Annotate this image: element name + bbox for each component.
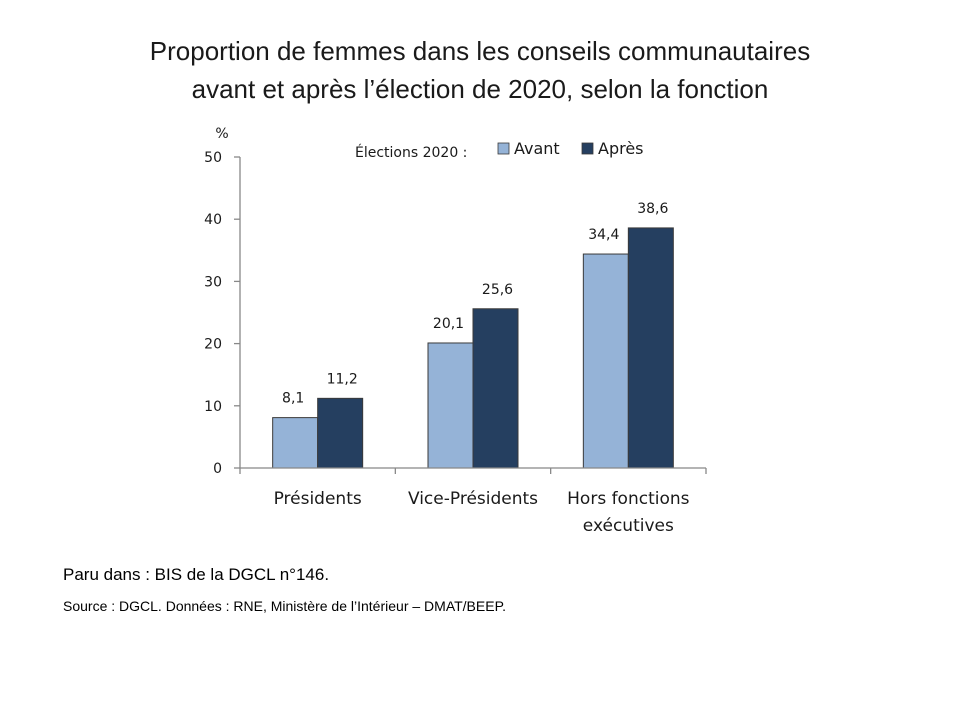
bar-après-2 [627,227,674,469]
y-axis-unit-label: % [215,126,228,142]
chart-title-line-2: avant et après l’élection de 2020, selon… [191,74,769,104]
published-in-note: Paru dans : BIS de la DGCL n°146. [63,565,330,584]
chart-title: Proportion de femmes dans les conseils c… [0,32,960,108]
legend-label-avant: Avant [514,139,560,158]
data-label-avant-0: 8,1 [282,391,304,407]
data-label-après-2: 38,6 [637,201,668,217]
data-label-après-1: 25,6 [482,282,513,298]
legend-swatch-avant [497,142,510,155]
x-category-label-0: Présidents [274,489,362,509]
legend-swatch-après [581,142,594,155]
x-category-label-2-line-0: Hors fonctions [567,489,690,509]
data-label-avant-1: 20,1 [433,316,464,332]
bar-chart: 8,1 20,1 34,4 11,2 25,6 38,6 0 10 20 30 40 50% Prési… [204,126,707,536]
bar-avant-2 [582,253,629,469]
bar-après-1 [472,308,519,469]
chart-title-line-1: Proportion de femmes dans les conseils c… [149,36,811,66]
y-tick-label-10: 10 [204,399,222,415]
y-tick-label-40: 40 [204,212,222,228]
x-category-label-2-line-1: exécutives [583,516,674,536]
x-category-label-1: Vice-Présidents [408,489,538,509]
y-tick-label-50: 50 [204,150,222,166]
source-note: Source : DGCL. Données : RNE, Ministère … [63,598,506,614]
y-tick-label-0: 0 [213,461,222,477]
y-tick-label-20: 20 [204,337,222,353]
data-label-après-0: 11,2 [327,371,358,387]
y-tick-label-30: 30 [204,274,222,290]
data-label-avant-2: 34,4 [588,227,619,243]
bar-après-0 [317,397,364,469]
bar-avant-1 [427,342,474,469]
legend-label-après: Après [598,139,644,158]
bar-avant-0 [272,417,319,469]
legend-title: Élections 2020 : [355,144,467,161]
